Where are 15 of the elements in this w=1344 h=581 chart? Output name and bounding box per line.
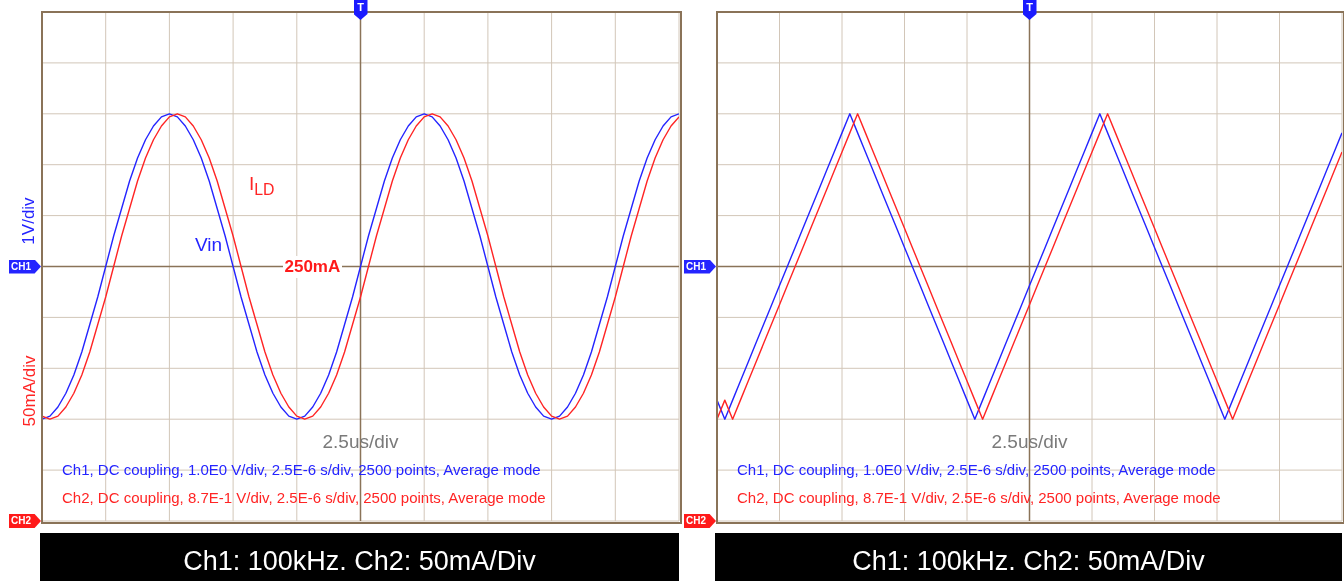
channel-marker: CH1 bbox=[9, 259, 41, 274]
series-label: I$_{LD}$ bbox=[249, 173, 275, 199]
text: Ch2, DC coupling, 8.7E-1 V/div, 2.5E-6 s/div, 2500 points, Average mode bbox=[62, 489, 546, 508]
trigger-marker: T bbox=[353, 0, 368, 20]
channel-marker: CH2 bbox=[684, 514, 716, 528]
text: Ch1: 100kHz. Ch2: 50mA/Div bbox=[40, 533, 679, 581]
y2-axis-title: 50mA/div bbox=[20, 355, 40, 427]
channel-marker: CH2 bbox=[9, 514, 41, 528]
channel-marker: CH1 bbox=[684, 259, 716, 274]
trigger-marker: T bbox=[1022, 0, 1037, 20]
annotation: 250mA bbox=[282, 255, 343, 278]
y-axis-title: 1V/div bbox=[19, 197, 39, 245]
text: Ch1, DC coupling, 1.0E0 V/div, 2.5E-6 s/div, 2500 points, Average mode bbox=[737, 461, 1216, 480]
text: Ch1: 100kHz. Ch2: 50mA/Div bbox=[715, 533, 1342, 581]
series-label: Vin bbox=[194, 234, 222, 257]
